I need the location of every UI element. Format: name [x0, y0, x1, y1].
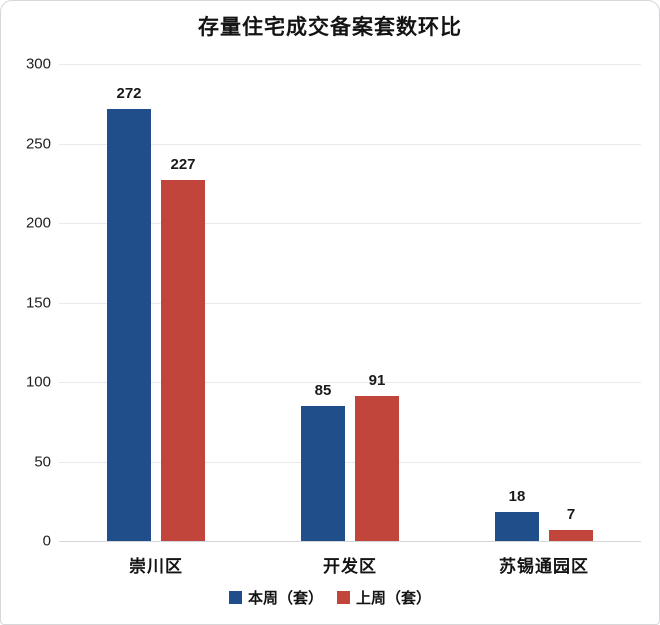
- gridline: [59, 223, 641, 224]
- bar-group: 18 7 苏锡通园区: [447, 64, 641, 576]
- data-label: 91: [368, 372, 386, 390]
- x-category-label: 崇川区: [129, 557, 183, 576]
- y-tick-label: 250: [25, 135, 51, 152]
- data-label: 18: [508, 488, 526, 506]
- y-tick-label: 50: [34, 453, 51, 470]
- legend-swatch-icon: [228, 591, 242, 604]
- bar: [161, 180, 205, 541]
- legend-swatch-icon: [337, 591, 350, 604]
- x-axis-line: [59, 541, 641, 542]
- x-category-label: 开发区: [323, 557, 377, 576]
- gridline: [59, 143, 641, 145]
- y-tick-label: 0: [42, 532, 51, 550]
- y-tick-label: 150: [25, 294, 51, 311]
- bar: [355, 396, 399, 541]
- y-tick-label: 100: [25, 373, 51, 391]
- bar: [107, 108, 151, 541]
- y-tick-label: 300: [25, 55, 51, 73]
- chart-title: 存量住宅成交备案套数环比: [198, 16, 462, 39]
- x-category-label: 苏锡通园区: [499, 557, 589, 576]
- legend-label: 本周（套）: [247, 590, 323, 607]
- legend-item: 上周（套）: [337, 587, 431, 608]
- bar-group: 85 91 开发区: [253, 64, 447, 576]
- legend-item: 本周（套）: [228, 587, 323, 608]
- plot-area: 0 50 100 150 200 250 300 272 227 崇川区 85 91 开发区 18 7 苏锡通…: [26, 56, 641, 576]
- bar-group: 272 227 崇川区: [59, 64, 253, 576]
- gridline: [59, 461, 641, 463]
- data-label: 85: [314, 381, 332, 399]
- data-label: 7: [566, 505, 576, 523]
- y-tick-label: 200: [25, 214, 51, 232]
- bar: [495, 512, 539, 541]
- chart-legend: 本周（套） 上周（套）: [1, 587, 659, 608]
- bar: [549, 529, 593, 541]
- gridline: [59, 302, 641, 304]
- data-label: 272: [116, 84, 142, 102]
- gridline: [59, 382, 641, 383]
- bar: [301, 405, 345, 541]
- data-label: 227: [170, 156, 196, 174]
- legend-label: 上周（套）: [356, 590, 432, 607]
- gridline: [59, 64, 641, 65]
